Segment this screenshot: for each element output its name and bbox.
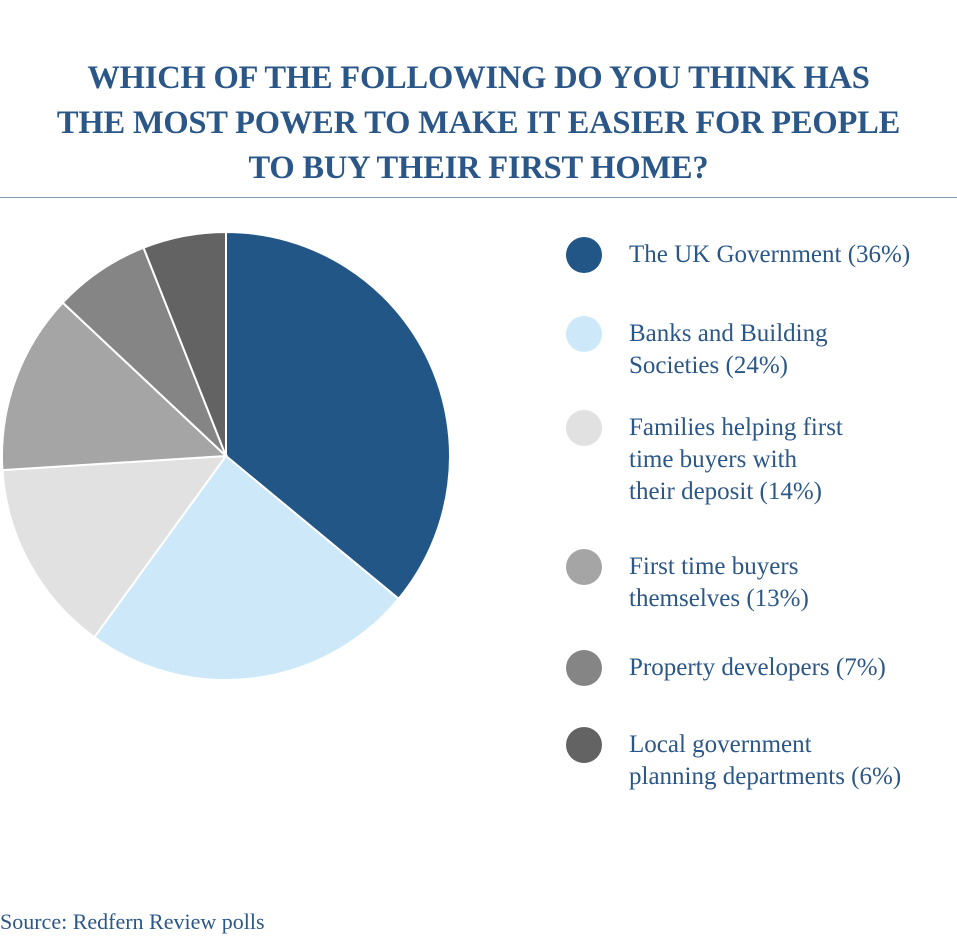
legend-label-line: Families helping first [629, 414, 843, 441]
pie-slice-3 [1, 454, 229, 639]
legend-label: The UK Government (36%) [629, 239, 957, 271]
legend-label-line: time buyers with [629, 446, 798, 473]
pie-slice-1 [225, 230, 451, 601]
legend-label: Banks and Building Societies (24%) [629, 318, 957, 382]
pie-slice-4 [1, 301, 229, 472]
title-line: THE MOST POWER TO MAKE IT EASIER FOR PEO… [56, 105, 901, 141]
legend-label-line: The UK Government (36%) [629, 241, 911, 268]
legend-label-line: First time buyers [629, 553, 799, 580]
legend-swatch [566, 410, 602, 446]
legend-swatch [566, 237, 602, 273]
legend-label-line: their deposit (14%) [629, 478, 823, 505]
legend-swatch [566, 316, 602, 352]
pie-chart [1, 230, 451, 681]
legend-label-line: Societies (24%) [629, 352, 788, 379]
title-divider [0, 197, 957, 198]
legend-label: Local government planning departments (6%… [629, 729, 957, 793]
legend-label-line: planning departments (6%) [629, 763, 902, 790]
legend-swatch [566, 727, 602, 763]
legend-label: Property developers (7%) [629, 652, 957, 684]
pie-slice-2 [92, 454, 400, 681]
title-line: TO BUY THEIR FIRST HOME? [248, 150, 709, 186]
legend-label-line: Property developers (7%) [629, 654, 886, 681]
pie-slice-6 [142, 230, 227, 457]
chart-title: WHICH OF THE FOLLOWING DO YOU THINK HAS … [0, 56, 957, 191]
legend-swatch [566, 650, 602, 686]
legend-label: Families helping first time buyers with th… [629, 412, 957, 508]
legend-label-line: Local government [629, 731, 812, 758]
legend-swatch [566, 549, 602, 585]
legend-label-line: themselves (13%) [629, 585, 809, 612]
legend-label-line: Banks and Building [629, 320, 828, 347]
legend-label: First time buyers themselves (13%) [629, 551, 957, 615]
source-note: Source: Redfern Review polls [0, 909, 265, 934]
title-line: WHICH OF THE FOLLOWING DO YOU THINK HAS [87, 60, 870, 96]
